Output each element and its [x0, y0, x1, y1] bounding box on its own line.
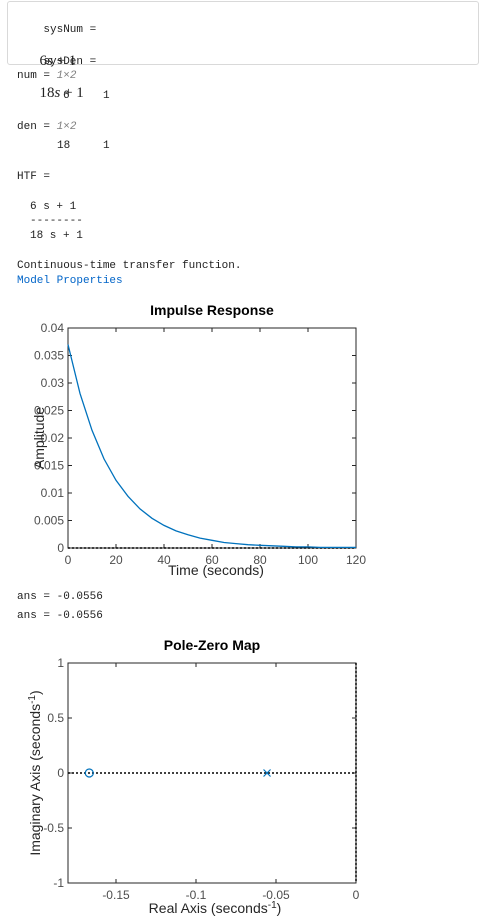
tf-description: Continuous-time transfer function. — [17, 260, 242, 272]
x-axis-label: Real Axis (seconds-1) — [149, 900, 282, 917]
zero-marker — [84, 768, 94, 778]
y-tick-label: 0.015 — [34, 459, 64, 473]
num-size: 1×2 — [56, 70, 77, 82]
y-tick-label: 0 — [57, 541, 64, 555]
x-tick-label: 0 — [65, 553, 72, 567]
x-tick-label: 60 — [205, 553, 219, 567]
sysden-label: sysDen = — [43, 56, 97, 68]
sysden-rest: + 1 — [64, 85, 84, 101]
sysnum-var: s — [47, 53, 53, 69]
y-tick-label: 0.035 — [34, 349, 64, 363]
x-tick-label: 20 — [109, 553, 123, 567]
y-tick-label: 0.01 — [41, 486, 65, 500]
y-tick-label: -1 — [53, 876, 64, 890]
y-tick-label: 0 — [57, 766, 64, 780]
num-label-line: num = 1×2 — [17, 70, 76, 83]
y-axis-label-exponent: -1 — [27, 695, 38, 704]
symbolic-output-box: sysNum = 6s + 1 sysDen = 18s + 1 — [7, 1, 479, 101]
x-tick-label: -0.05 — [262, 888, 290, 902]
num-value-1: 6 — [63, 90, 70, 102]
sysnum-label: sysNum = — [43, 24, 97, 36]
y-axis-label: Amplitude — [31, 407, 47, 469]
ans-line-2: ans = -0.0556 — [17, 610, 103, 622]
chart-title: Pole-Zero Map — [164, 637, 260, 653]
y-tick-label: -0.5 — [43, 821, 64, 835]
sysnum-expression: 6s + 1 — [17, 53, 77, 86]
htf-numerator: 6 s + 1 — [30, 201, 77, 213]
x-tick-label: 80 — [253, 553, 267, 567]
impulse-series-line — [67, 344, 356, 549]
plot-area — [67, 327, 357, 549]
x-axis-label-exponent: -1 — [268, 900, 277, 911]
num-label: num = — [17, 70, 51, 82]
x-tick-label: 0 — [353, 888, 360, 902]
x-tick-label: 40 — [157, 553, 171, 567]
sysnum-rest: + 1 — [56, 53, 77, 69]
x-tick-label: 120 — [346, 553, 366, 567]
x-tick-label: -0.15 — [102, 888, 130, 902]
pole-marker — [263, 769, 271, 777]
pole-zero-map-chart: Pole-Zero Map -0.15 -0.1 -0.05 0 -1 -0.5 0 0.5 1 R… — [27, 637, 360, 917]
y-axis-label: Imaginary Axis (seconds-1) — [27, 690, 44, 855]
sysnum-line: sysNum = 6s + 1 — [17, 12, 97, 99]
x-tick-label: 100 — [298, 553, 318, 567]
x-axis-label: Time (seconds) — [168, 562, 264, 578]
den-value-1: 18 — [57, 140, 71, 152]
y-tick-label: 0.005 — [34, 514, 64, 528]
y-tick-label: 1 — [57, 656, 64, 670]
x-tick-label: -0.1 — [186, 888, 207, 902]
htf-denominator: 18 s + 1 — [30, 230, 83, 242]
den-label-line: den = 1×2 — [17, 121, 76, 134]
den-value-2: 1 — [103, 140, 110, 152]
den-label: den = — [17, 121, 51, 133]
den-size: 1×2 — [56, 121, 77, 133]
model-properties-link[interactable]: Model Properties — [17, 275, 123, 287]
y-tick-label: 0.5 — [47, 711, 64, 725]
y-tick-label: 0.04 — [41, 321, 65, 335]
sysden-expression: 18s + 1 — [17, 85, 84, 118]
sysnum-coef: 6 — [39, 53, 48, 69]
impulse-response-chart: Impulse Response 0 20 40 60 80 100 120 0 0.005 0.0… — [31, 302, 366, 578]
htf-label: HTF = — [17, 171, 51, 183]
y-tick-label: 0.02 — [41, 431, 65, 445]
num-value-2: 1 — [103, 90, 110, 102]
htf-fraction-bar: -------- — [30, 215, 83, 227]
y-tick-label: 0.025 — [34, 404, 64, 418]
sysden-coef: 18 — [39, 85, 55, 101]
ans-line-1: ans = -0.0556 — [17, 591, 103, 603]
y-tick-label: 0.03 — [41, 376, 65, 390]
sysden-line: sysDen = 18s + 1 — [17, 44, 97, 131]
sysden-var: s — [54, 85, 61, 101]
chart-title: Impulse Response — [150, 302, 274, 318]
